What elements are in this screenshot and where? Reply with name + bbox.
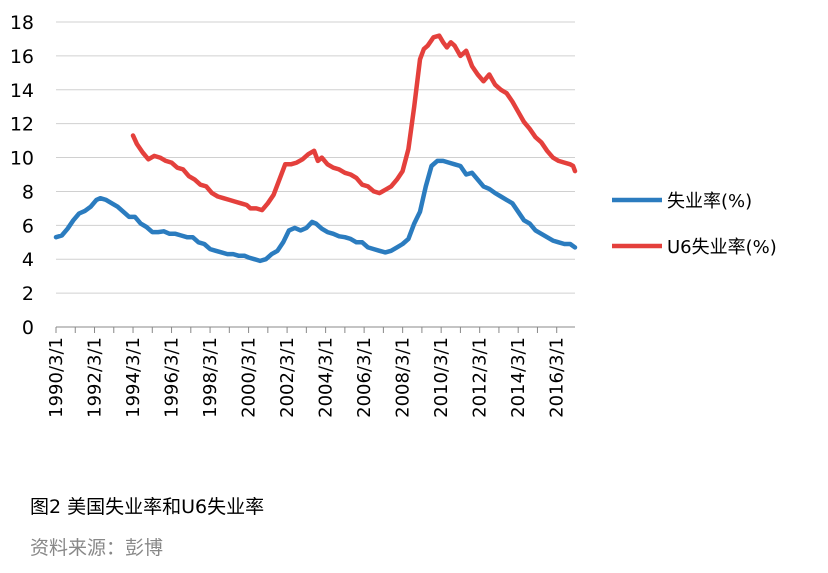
y-tick-label: 10 bbox=[10, 148, 34, 170]
x-tick-label: 2010/3/1 bbox=[431, 337, 452, 418]
legend-label: U6失业率(%) bbox=[667, 237, 777, 258]
x-tick-label: 1998/3/1 bbox=[200, 337, 221, 418]
x-tick-label: 1996/3/1 bbox=[162, 337, 183, 418]
x-tick-label: 2000/3/1 bbox=[239, 337, 260, 418]
x-tick-label: 2008/3/1 bbox=[393, 337, 414, 418]
x-axis: 1990/3/1 1992/3/1 1994/3/1 1996/3/1 1998/3/1… bbox=[46, 327, 568, 418]
y-axis: 0 2 4 6 8 10 12 14 16 18 bbox=[10, 12, 34, 339]
y-tick-label: 12 bbox=[10, 114, 34, 136]
y-tick-label: 18 bbox=[10, 12, 34, 34]
series-line-u6 bbox=[130, 33, 578, 213]
x-tick-label: 2014/3/1 bbox=[508, 337, 529, 418]
y-tick-label: 0 bbox=[22, 317, 34, 339]
legend-label: 失业率(%) bbox=[667, 191, 752, 212]
y-tick-label: 8 bbox=[22, 181, 34, 203]
unemployment-chart: 1990/3/1 1992/3/1 1994/3/1 1996/3/1 1998/3/1… bbox=[10, 12, 777, 418]
x-tick-label: 2002/3/1 bbox=[277, 337, 298, 418]
x-tick-label: 2016/3/1 bbox=[547, 337, 568, 418]
y-tick-label: 16 bbox=[10, 46, 34, 68]
series-line-unemployment bbox=[53, 158, 578, 264]
figure-caption: 图2 美国失业率和U6失业率 bbox=[30, 496, 265, 518]
x-tick-label: 1992/3/1 bbox=[85, 337, 106, 418]
y-tick-label: 14 bbox=[10, 80, 34, 102]
legend: 失业率(%) U6失业率(%) bbox=[612, 191, 777, 258]
series-lines bbox=[53, 33, 578, 264]
y-tick-label: 4 bbox=[22, 249, 34, 271]
x-tick-label: 1990/3/1 bbox=[46, 337, 67, 418]
y-tick-label: 2 bbox=[22, 283, 34, 305]
source-note: 资料来源：彭博 bbox=[30, 537, 164, 559]
x-tick-label: 2004/3/1 bbox=[316, 337, 337, 418]
gridlines bbox=[56, 21, 575, 328]
x-tick-label: 2012/3/1 bbox=[470, 337, 491, 418]
y-tick-label: 6 bbox=[22, 215, 34, 237]
x-tick-label: 2006/3/1 bbox=[354, 337, 375, 418]
x-tick-label: 1994/3/1 bbox=[123, 337, 144, 418]
